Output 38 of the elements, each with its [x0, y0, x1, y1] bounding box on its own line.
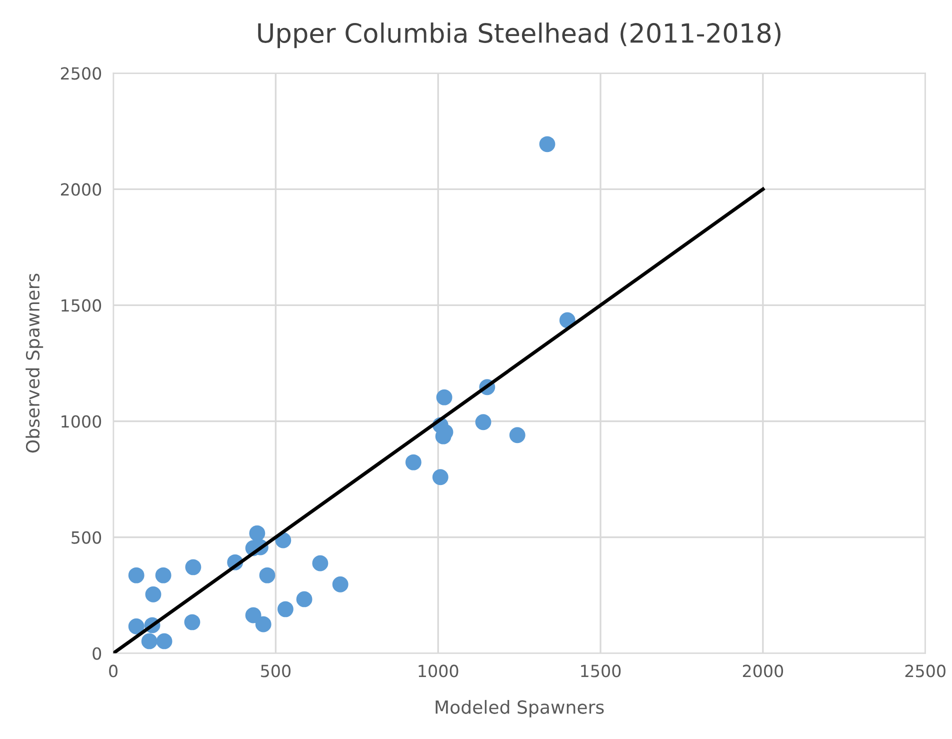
- y-tick-label: 0: [92, 647, 102, 660]
- point: [128, 618, 144, 634]
- point: [405, 454, 422, 470]
- point: [155, 567, 172, 584]
- x-tick-label: 1500: [581, 664, 621, 678]
- point: [436, 389, 452, 406]
- point: [539, 136, 556, 152]
- y-axis-title: Observed Spawners: [26, 274, 44, 453]
- x-tick-label: 2000: [742, 664, 784, 678]
- point: [156, 633, 172, 650]
- point: [277, 601, 294, 618]
- x-tick-label: 2500: [905, 664, 946, 678]
- point: [296, 591, 312, 608]
- x-axis-title: Modeled Spawners: [436, 700, 604, 718]
- y-tick-label: 1500: [62, 299, 102, 312]
- point: [185, 559, 202, 576]
- point: [312, 555, 328, 572]
- point: [245, 607, 262, 624]
- point: [559, 312, 576, 328]
- x-tick-label: 1000: [418, 664, 458, 678]
- point: [509, 427, 526, 444]
- point: [432, 469, 448, 486]
- point: [255, 616, 272, 632]
- y-tick-label: 1000: [62, 415, 102, 428]
- point: [141, 633, 158, 650]
- point: [128, 567, 144, 584]
- point: [249, 525, 266, 542]
- point: [184, 614, 200, 630]
- point: [259, 567, 276, 584]
- chart-title: Upper Columbia Steelhead (2011-2018): [258, 22, 780, 48]
- y-tick-label: 2500: [60, 67, 102, 80]
- y-tick-label: 500: [72, 531, 102, 544]
- point: [145, 586, 162, 602]
- x-tick-label: 0: [109, 664, 118, 678]
- point: [332, 576, 348, 592]
- point: [475, 414, 492, 430]
- x-tick-label: 500: [261, 664, 290, 678]
- y-tick-label: 2000: [60, 183, 102, 196]
